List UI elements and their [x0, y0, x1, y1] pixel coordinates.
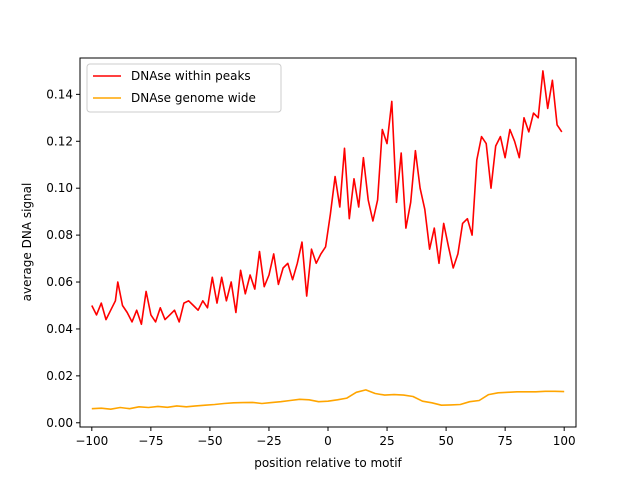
y-tick-label: 0.00: [46, 416, 73, 430]
plot-area: [80, 58, 576, 427]
legend-label-genome: DNAse genome wide: [131, 91, 256, 105]
x-tick-label: −75: [138, 434, 163, 448]
legend-label-peaks: DNAse within peaks: [131, 69, 251, 83]
y-tick-label: 0.04: [46, 322, 73, 336]
x-tick-label: −100: [75, 434, 108, 448]
legend-box: [86, 63, 282, 113]
x-tick-label: −25: [256, 434, 281, 448]
series-line-peaks: [91, 70, 563, 326]
series-layer: [91, 70, 565, 411]
x-axis-label: position relative to motif: [254, 456, 402, 470]
y-tick-label: 0.08: [46, 228, 73, 242]
legend: DNAse within peaks DNAse genome wide: [86, 63, 282, 113]
series-line-genome: [91, 389, 565, 411]
x-tick-label: 75: [498, 434, 513, 448]
y-tick-label: 0.06: [46, 275, 73, 289]
y-tick-label: 0.12: [46, 134, 73, 148]
y-axis-label: average DNA signal: [20, 183, 34, 302]
x-tick-label: 25: [379, 434, 394, 448]
y-axis-ticks: 0.00 0.02 0.04 0.06 0.08 0.10 0.12 0.14: [46, 87, 80, 430]
x-tick-label: −50: [197, 434, 222, 448]
y-tick-label: 0.10: [46, 181, 73, 195]
x-tick-label: 0: [324, 434, 332, 448]
x-tick-label: 50: [438, 434, 453, 448]
x-axis-ticks: −100 −75 −50 −25 0 25 50 75 100: [75, 427, 576, 448]
y-tick-label: 0.02: [46, 369, 73, 383]
x-tick-label: 100: [553, 434, 576, 448]
y-tick-label: 0.14: [46, 87, 73, 101]
